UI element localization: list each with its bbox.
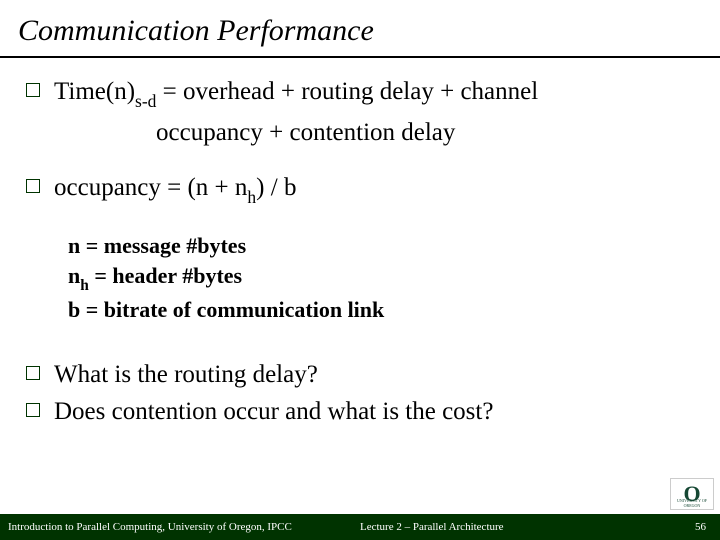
bullet-text: occupancy = (n + nh) / b: [54, 172, 296, 207]
bullet-item-4: Does contention occur and what is the co…: [26, 396, 694, 427]
definition-line: n = message #bytes: [68, 231, 694, 261]
footer-page-number: 56: [557, 521, 712, 533]
slide-content: Time(n)s-d = overhead + routing delay + …: [0, 76, 720, 427]
square-bullet-icon: [26, 366, 40, 380]
text-fragment: = header #bytes: [89, 263, 242, 288]
definitions-block: n = message #bytes nh = header #bytes b …: [68, 231, 694, 325]
square-bullet-icon: [26, 403, 40, 417]
bullet-item-3: What is the routing delay?: [26, 359, 694, 390]
bullet-item-2: occupancy = (n + nh) / b: [26, 172, 694, 207]
definition-line: nh = header #bytes: [68, 261, 694, 295]
slide: Communication Performance Time(n)s-d = o…: [0, 0, 720, 540]
university-logo: O UNIVERSITY OF OREGON: [670, 478, 714, 510]
subscript: h: [80, 277, 89, 294]
bullet-item-1: Time(n)s-d = overhead + routing delay + …: [26, 76, 694, 111]
bullet-text: What is the routing delay?: [54, 359, 318, 390]
footer-left-text: Introduction to Parallel Computing, Univ…: [8, 521, 360, 533]
text-fragment: Time(n): [54, 78, 135, 105]
slide-title: Communication Performance: [0, 0, 720, 58]
bullet-text: Does contention occur and what is the co…: [54, 396, 493, 427]
slide-footer: Introduction to Parallel Computing, Univ…: [0, 514, 720, 540]
text-fragment: occupancy = (n + n: [54, 174, 247, 201]
square-bullet-icon: [26, 83, 40, 97]
text-fragment: = overhead + routing delay + channel: [156, 78, 538, 105]
subscript: s-d: [135, 91, 156, 111]
square-bullet-icon: [26, 179, 40, 193]
definition-line: b = bitrate of communication link: [68, 295, 694, 325]
logo-caption: UNIVERSITY OF OREGON: [671, 498, 713, 508]
bullet-continuation: occupancy + contention delay: [156, 117, 694, 148]
text-fragment: ) / b: [256, 174, 296, 201]
footer-center-text: Lecture 2 – Parallel Architecture: [360, 521, 557, 533]
bullet-text: Time(n)s-d = overhead + routing delay + …: [54, 76, 538, 111]
text-fragment: n: [68, 263, 80, 288]
subscript: h: [247, 187, 256, 207]
